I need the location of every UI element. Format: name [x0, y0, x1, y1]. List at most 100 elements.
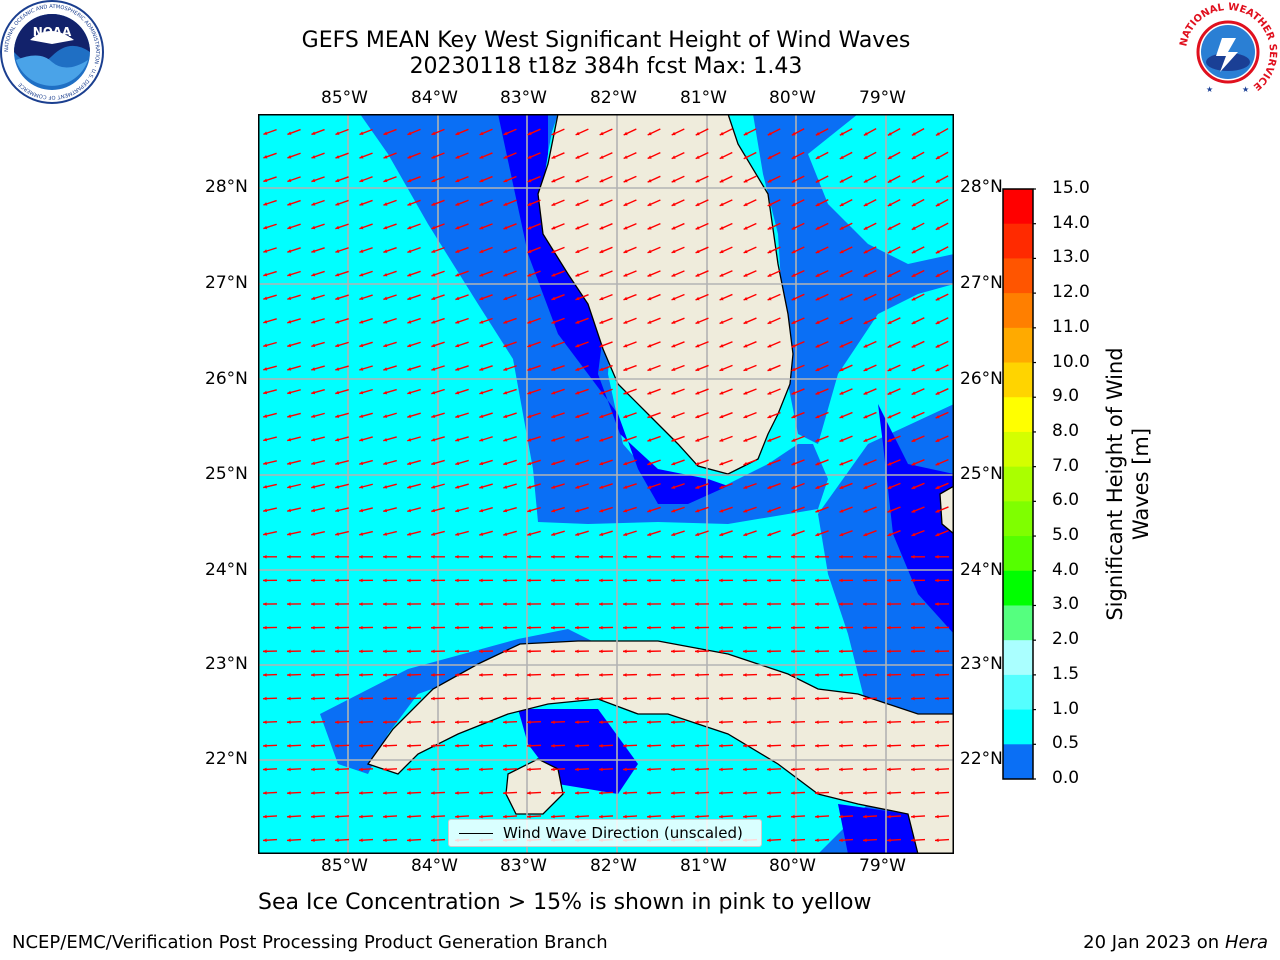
wave-direction-arrowhead [407, 414, 412, 418]
wave-direction-arrowhead [407, 438, 412, 442]
wave-direction-arrowhead [479, 743, 483, 748]
wave-direction-arrowhead [335, 131, 340, 135]
wave-direction-arrowhead [407, 814, 411, 819]
wave-direction-arrowhead [767, 509, 772, 513]
wave-direction-arrowhead [263, 461, 268, 465]
wave-direction-arrowhead [575, 791, 579, 795]
wave-direction-arrowhead [887, 391, 892, 395]
wave-direction-arrowhead [911, 226, 916, 230]
wave-direction-arrowhead [695, 155, 700, 159]
wave-direction-arrowhead [719, 743, 723, 748]
wave-direction-arrowhead [479, 249, 484, 253]
wave-direction-arrowhead [815, 414, 820, 419]
nws-logo: NATIONAL WEATHER SERVICE ★ ★ [1178, 2, 1278, 102]
wave-direction-arrowhead [599, 532, 604, 536]
wave-direction-arrowhead [287, 320, 292, 324]
wave-direction-arrowhead [719, 485, 724, 489]
wave-direction-arrowhead [791, 532, 796, 537]
wave-direction-arrowhead [935, 226, 940, 230]
wave-direction-arrowhead [839, 578, 843, 583]
colorbar-tick-label: 6.0 [1052, 490, 1080, 511]
wave-direction-arrowhead [287, 437, 292, 442]
wave-direction-arrowhead [743, 485, 748, 489]
wave-direction-arrowhead [551, 649, 555, 654]
wave-direction-arrowhead [263, 578, 267, 583]
wave-direction-arrowhead [863, 555, 867, 559]
wave-direction-arrowhead [839, 367, 844, 372]
wave-direction-arrowhead [431, 343, 436, 348]
wave-direction-arrowhead [815, 226, 820, 230]
wave-direction-arrowhead [599, 320, 604, 324]
wave-direction-arrowhead [263, 508, 268, 513]
wave-direction-arrowhead [455, 343, 460, 348]
wave-direction-arrowhead [479, 155, 484, 159]
wave-direction-arrowhead [791, 367, 796, 372]
wave-direction-arrowhead [311, 625, 315, 630]
wave-direction-arrowhead [623, 249, 628, 254]
wave-direction-arrowhead [359, 367, 364, 371]
wave-direction-arrowhead [263, 225, 268, 230]
colorbar-tick-label: 2.0 [1052, 629, 1080, 650]
wave-direction-arrowhead [311, 131, 316, 135]
wave-direction-arrowhead [647, 814, 651, 819]
wave-direction-arrowhead [335, 178, 340, 183]
wave-direction-arrowhead [671, 602, 675, 606]
wave-direction-arrowhead [695, 179, 700, 183]
wave-direction-arrowhead [431, 390, 436, 395]
wave-direction-arrowhead [791, 696, 795, 701]
wave-direction-arrowhead [479, 602, 483, 606]
wave-direction-arrowhead [383, 461, 388, 466]
cuba-land [366, 640, 954, 854]
wave-direction-arrowhead [431, 155, 436, 159]
wave-direction-arrowhead [287, 343, 292, 348]
wave-direction-arrowhead [791, 791, 795, 795]
wave-direction-arrowhead [431, 814, 435, 819]
wave-direction-arrowhead [551, 131, 556, 136]
wave-direction-arrowhead [719, 696, 723, 701]
wave-direction-arrowhead [527, 343, 532, 348]
wave-direction-arrowhead [791, 555, 795, 559]
wave-direction-arrowhead [839, 696, 843, 701]
lon-tick-bottom: 79°W [859, 856, 906, 876]
wave-direction-arrowhead [719, 791, 723, 795]
wave-direction-arrowhead [671, 767, 675, 772]
wave-direction-arrowhead [359, 249, 364, 253]
wave-direction-arrowhead [839, 485, 844, 489]
wave-direction-arrowhead [383, 320, 388, 324]
wave-direction-arrowhead [575, 720, 579, 724]
wave-direction-arrowhead [479, 273, 484, 277]
wave-direction-arrowhead [287, 296, 292, 300]
wave-direction-arrowhead [647, 202, 652, 206]
wave-direction-arrowhead [431, 202, 436, 206]
wave-direction-arrowhead [839, 202, 844, 206]
wave-direction-arrowhead [695, 485, 700, 489]
wave-direction-arrowhead [863, 791, 867, 795]
lon-tick-top: 83°W [500, 88, 547, 108]
wave-direction-arrowhead [695, 720, 699, 724]
wave-direction-arrowhead [743, 391, 748, 395]
wave-direction-arrowhead [575, 131, 580, 136]
wave-direction-arrowhead [599, 178, 604, 183]
wave-direction-arrowhead [287, 461, 292, 465]
wave-direction-arrowhead [575, 461, 580, 466]
wave-direction-arrowhead [479, 131, 484, 136]
wave-direction-arrowhead [335, 767, 339, 772]
wave-direction-arrowhead [335, 625, 339, 630]
wave-direction-arrowhead [743, 578, 747, 583]
wave-direction-arrowhead [479, 508, 484, 513]
wave-direction-arrowhead [359, 178, 364, 183]
wave-direction-arrowhead [575, 273, 580, 277]
wave-direction-arrowhead [911, 249, 916, 254]
wave-direction-arrowhead [791, 391, 796, 395]
wave-direction-arrowhead [647, 226, 652, 230]
wave-direction-arrowhead [359, 461, 364, 466]
colorbar-swatch [1003, 362, 1033, 398]
wave-direction-arrowhead [887, 320, 892, 324]
wave-direction-arrowhead [407, 602, 411, 606]
wave-direction-arrowhead [359, 814, 363, 819]
wave-direction-arrowhead [551, 625, 555, 630]
wave-direction-arrowhead [359, 131, 364, 135]
wave-direction-arrowhead [887, 202, 892, 207]
wave-direction-arrowhead [815, 367, 820, 372]
wave-direction-arrowhead [311, 437, 316, 442]
